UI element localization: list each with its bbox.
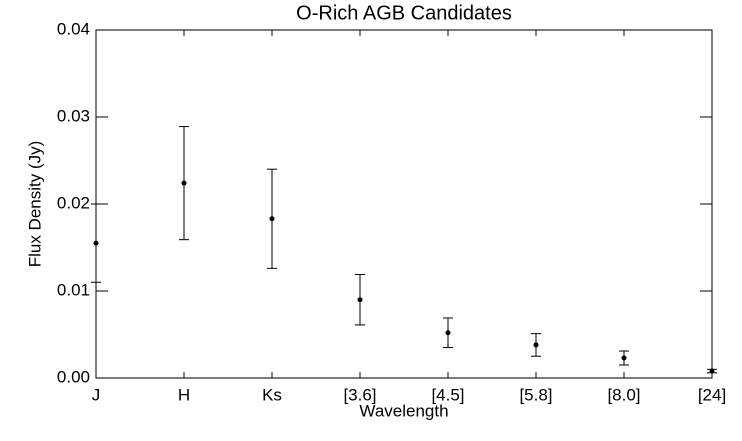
y-tick-label: 0.03 [57, 106, 90, 125]
point [357, 297, 363, 303]
x-tick-label: [8.0] [607, 385, 640, 404]
x-tick-label: H [178, 385, 190, 404]
x-axis-label: Wavelength [359, 401, 448, 420]
point [181, 180, 187, 186]
plot-frame [95, 29, 713, 379]
y-axis-label: Flux Density (Jy) [25, 141, 44, 268]
x-tick-label: [5.8] [519, 385, 552, 404]
point [269, 216, 275, 222]
point [621, 355, 627, 361]
point [709, 368, 715, 374]
x-tick-label: J [92, 385, 101, 404]
x-tick-label: [24] [698, 385, 726, 404]
point [445, 330, 451, 336]
y-tick-label: 0.04 [57, 19, 90, 38]
y-tick-label: 0.02 [57, 193, 90, 212]
y-tick-label: 0.00 [57, 367, 90, 386]
y-tick-label: 0.01 [57, 280, 90, 299]
point [533, 342, 539, 348]
x-tick-label: [4.5] [431, 385, 464, 404]
x-tick-label: [3.6] [343, 385, 376, 404]
chart-title: O-Rich AGB Candidates [296, 2, 512, 24]
point [93, 240, 99, 246]
x-tick-label: Ks [262, 385, 282, 404]
